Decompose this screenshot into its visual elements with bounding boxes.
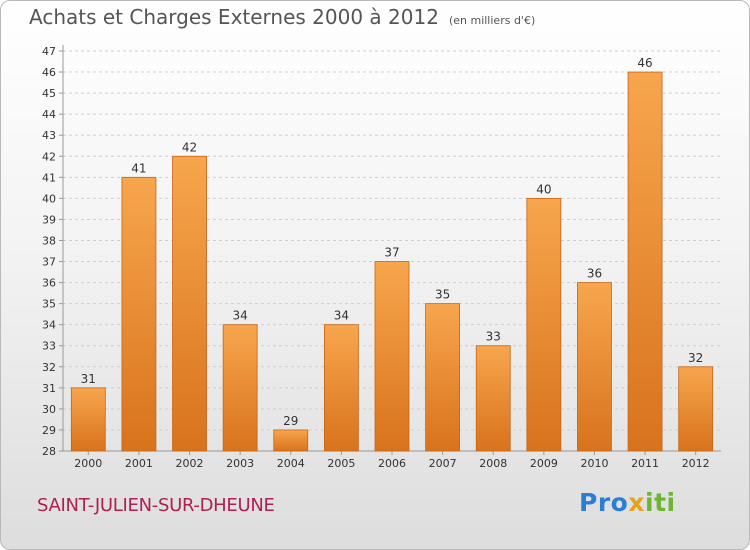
y-tick-label: 29 (42, 424, 56, 437)
brand-letter: x (628, 488, 645, 517)
bar-value-label: 29 (283, 414, 298, 428)
chart-subtitle: (en milliers d'€) (448, 14, 536, 27)
brand-letter: t (654, 488, 667, 517)
y-tick-label: 32 (42, 361, 56, 374)
x-tick-label: 2010 (580, 457, 608, 470)
brand-letter: P (579, 488, 598, 517)
y-tick-label: 30 (42, 403, 56, 416)
y-tick-label: 44 (42, 108, 56, 121)
bar (577, 282, 612, 452)
bar (222, 324, 258, 452)
chart-title: Achats et Charges Externes 2000 à 2012 (29, 5, 439, 29)
y-tick-label: 38 (42, 234, 56, 247)
bar-value-label: 40 (536, 182, 551, 196)
brand-letter: i (645, 488, 655, 517)
x-tick-label: 2000 (74, 457, 102, 470)
y-tick-label: 39 (42, 213, 56, 226)
bar-value-label: 32 (688, 351, 703, 365)
x-tick-label: 2009 (530, 457, 558, 470)
bar (627, 71, 663, 452)
y-tick-label: 34 (42, 319, 56, 332)
brand-logo: Proxiti (579, 488, 676, 517)
y-tick-label: 31 (42, 382, 56, 395)
bar-value-label: 34 (233, 309, 248, 323)
x-tick-label: 2012 (682, 457, 710, 470)
bar-value-label: 46 (637, 56, 652, 70)
x-tick-label: 2008 (479, 457, 507, 470)
bar (70, 387, 106, 452)
x-tick-label: 2006 (378, 457, 406, 470)
bar-value-label: 36 (587, 267, 602, 281)
y-tick-label: 45 (42, 87, 56, 100)
chart-title-block: Achats et Charges Externes 2000 à 2012 (e… (29, 5, 535, 29)
bar-value-label: 42 (182, 140, 197, 154)
x-tick-label: 2005 (327, 457, 355, 470)
bar (678, 366, 714, 452)
bar (172, 155, 207, 452)
x-tick-label: 2003 (226, 457, 254, 470)
bar (425, 303, 461, 452)
y-tick-label: 36 (42, 277, 56, 290)
bar (121, 176, 157, 452)
bar-value-label: 33 (486, 330, 501, 344)
y-tick-label: 47 (42, 45, 56, 58)
bar-value-label: 35 (435, 288, 450, 302)
bar (475, 345, 511, 452)
town-name: SAINT-JULIEN-SUR-DHEUNE (37, 495, 275, 516)
x-tick-label: 2011 (631, 457, 659, 470)
brand-letter: o (610, 488, 629, 517)
y-tick-label: 28 (42, 445, 56, 458)
y-tick-label: 40 (42, 192, 56, 205)
bar-value-label: 37 (384, 246, 399, 260)
bar (526, 197, 562, 452)
bar-value-label: 31 (81, 372, 96, 386)
y-tick-label: 37 (42, 256, 56, 269)
bar-value-label: 41 (131, 161, 146, 175)
y-tick-label: 35 (42, 298, 56, 311)
y-tick-label: 46 (42, 66, 56, 79)
bar (273, 429, 309, 452)
y-tick-label: 43 (42, 129, 56, 142)
x-tick-label: 2001 (125, 457, 153, 470)
y-tick-label: 41 (42, 171, 56, 184)
brand-letter: i (666, 488, 676, 517)
brand-letter: r (597, 488, 611, 517)
y-tick-label: 42 (42, 150, 56, 163)
x-tick-label: 2007 (429, 457, 457, 470)
x-tick-label: 2004 (277, 457, 305, 470)
bar (323, 324, 359, 452)
bar (374, 261, 410, 452)
y-tick-label: 33 (42, 340, 56, 353)
bar-value-label: 34 (334, 309, 349, 323)
bar-chart: 28 29 30 31 32 33 34 35 36 37 38 39 40 41 42 43 44 45 46 47… (42, 45, 721, 470)
x-tick-label: 2002 (176, 457, 204, 470)
